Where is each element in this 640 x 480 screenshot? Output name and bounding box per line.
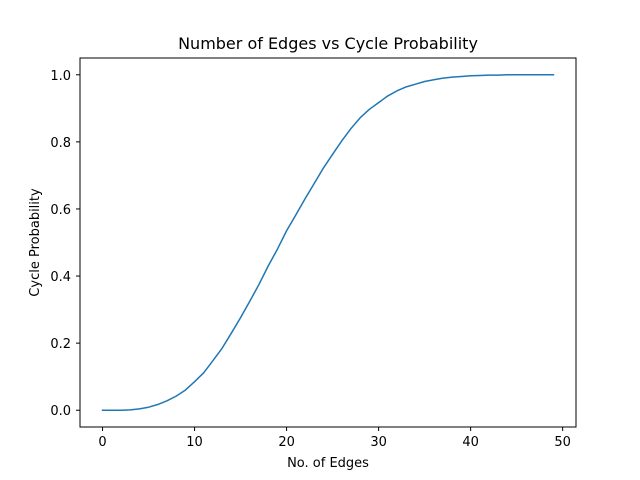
y-axis-label: Cycle Probability (28, 188, 43, 297)
x-tick-label: 20 (278, 435, 295, 450)
x-axis-ticks: 0 10 20 30 40 50 (98, 427, 571, 450)
chart-title: Number of Edges vs Cycle Probability (178, 34, 478, 53)
series-layer (101, 74, 555, 411)
x-tick-label: 10 (186, 435, 203, 450)
y-tick-label: 1.0 (50, 69, 71, 84)
y-tick-label: 0.6 (50, 203, 71, 218)
y-tick-label: 0.4 (50, 270, 71, 285)
x-tick-label: 30 (370, 435, 387, 450)
y-axis-ticks: 0.0 0.2 0.4 0.6 0.8 1.0 (50, 69, 80, 419)
plot-frame (79, 57, 577, 428)
x-tick-label: 50 (554, 435, 571, 450)
y-tick-label: 0.0 (50, 404, 71, 419)
x-axis-label: No. of Edges (287, 456, 369, 471)
x-tick-label: 40 (462, 435, 479, 450)
x-tick-label: 0 (98, 435, 106, 450)
y-tick-label: 0.8 (50, 136, 71, 151)
series-line (101, 74, 555, 411)
y-tick-label: 0.2 (50, 337, 71, 352)
